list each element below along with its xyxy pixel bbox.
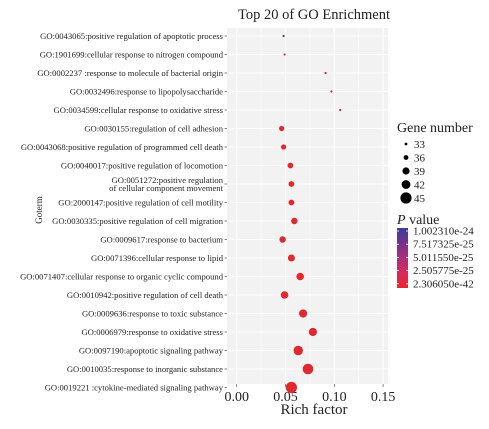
y-tick-label: GO:0032496:response to lipopolysaccharid… xyxy=(70,87,223,97)
data-point xyxy=(293,345,303,356)
p-value-legend-label: 2.306050e-42 xyxy=(413,278,474,290)
x-tick-label: 0.10 xyxy=(322,390,347,405)
size-legend-label: 39 xyxy=(414,166,426,178)
x-tick-label: 0.05 xyxy=(273,390,298,405)
size-legend-label: 45 xyxy=(414,193,426,205)
y-tick-label: GO:0043065:positive regulation of apopto… xyxy=(40,31,223,41)
size-legend-dot xyxy=(400,192,412,204)
data-point xyxy=(287,162,294,169)
x-tick-labels: 0.00 0.05 0.10 0.15 xyxy=(225,384,396,405)
y-tick-label: GO:0009636:response to toxic substance xyxy=(82,309,223,319)
data-point xyxy=(282,34,285,38)
data-point xyxy=(299,309,308,318)
data-point xyxy=(302,363,314,375)
size-legend-label: 36 xyxy=(414,153,426,165)
data-point xyxy=(279,125,285,132)
y-axis-title: Goterm xyxy=(34,196,44,224)
y-tick-label: GO:0071396:cellular response to lipid xyxy=(91,253,224,263)
y-tick-label: GO:0043068:positive regulation of progra… xyxy=(21,142,224,152)
size-legend-dot xyxy=(402,167,410,175)
data-point xyxy=(308,327,317,337)
size-legend-title: Gene number xyxy=(397,121,473,136)
data-point xyxy=(288,199,295,206)
y-tick-label: GO:1901699:cellular response to nitrogen… xyxy=(40,50,224,60)
y-tick-label: GO:0010942:positive regulation of cell d… xyxy=(67,290,224,300)
y-tick-labels: GO:0043065:positive regulation of apopto… xyxy=(20,31,227,393)
chart-title: Top 20 of GO Enrichment xyxy=(238,7,390,23)
p-value-legend-label: 1.002310e-24 xyxy=(413,226,474,238)
y-tick-label: GO:0030155:regulation of cell adhesion xyxy=(84,124,223,134)
data-point xyxy=(296,272,304,281)
y-tick-label: GO:0019221 :cytokine-mediated signaling … xyxy=(45,383,224,393)
y-tick-label: GO:0030335:positive regulation of cell m… xyxy=(52,216,224,226)
x-axis-title: Rich factor xyxy=(280,402,347,418)
data-point xyxy=(288,181,295,187)
y-tick-label: GO:0010035:response to inorganic substan… xyxy=(67,364,223,374)
p-value-legend-label: 7.517325e-25 xyxy=(413,239,474,251)
y-tick-label: GO:2000147:positive regulation of cell m… xyxy=(58,198,223,208)
y-tick-label: GO:0051272:positive regulation of cellula… xyxy=(109,175,224,193)
x-tick-label: 0.00 xyxy=(225,390,250,405)
p-value-legend-label: 2.505775e-25 xyxy=(413,265,474,277)
y-tick-label: GO:0009617:response to bacterium xyxy=(100,235,223,245)
data-point xyxy=(330,90,333,93)
y-tick-label: GO:0040017:positive regulation of locomo… xyxy=(61,161,224,171)
data-point xyxy=(280,291,289,299)
data-point xyxy=(283,53,286,56)
y-tick-label: GO:0034599:cellular response to oxidativ… xyxy=(54,105,224,115)
size-legend-dot xyxy=(404,142,408,146)
data-point xyxy=(339,108,342,112)
p-value-legend-title: P value xyxy=(396,213,439,228)
p-value-legend-label: 5.011550e-25 xyxy=(413,252,474,264)
size-legend-label: 33 xyxy=(414,139,426,151)
size-legend-label: 42 xyxy=(414,180,425,192)
data-point xyxy=(291,217,298,225)
data-point xyxy=(280,144,287,150)
data-points xyxy=(279,34,342,394)
plot-panel xyxy=(227,28,388,389)
p-value-colorbar xyxy=(397,228,408,288)
panel-background xyxy=(227,28,388,384)
data-point xyxy=(279,236,286,243)
size-legend-dot xyxy=(403,155,409,160)
data-point xyxy=(324,71,327,75)
p-value-legend: P value1.002310e-247.517325e-255.011550e… xyxy=(396,213,474,290)
y-tick-label: GO:0071407:cellular response to organic … xyxy=(20,272,224,282)
y-tick-label: GO:0097190:apoptotic signaling pathway xyxy=(79,346,224,356)
data-point xyxy=(285,381,297,394)
y-tick-label: GO:0006979:response to oxidative stress xyxy=(81,327,223,337)
y-tick-label: GO:0002237 :response to molecule of bact… xyxy=(37,68,223,78)
x-tick-label: 0.15 xyxy=(371,390,396,405)
size-legend-dot xyxy=(401,180,411,189)
data-point xyxy=(287,254,295,262)
